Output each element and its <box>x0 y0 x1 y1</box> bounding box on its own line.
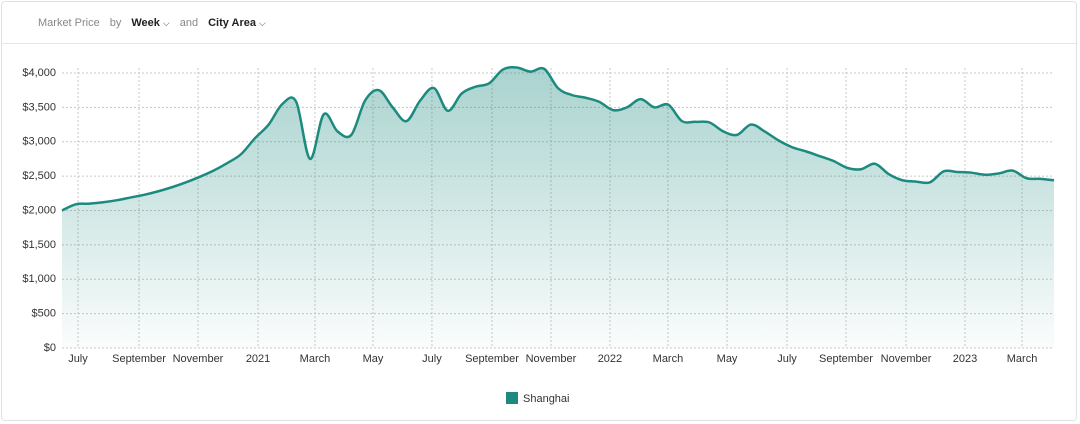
label: Market Price <box>38 16 100 29</box>
y-tick-label: $1,500 <box>22 239 56 251</box>
x-tick-label: September <box>465 353 519 365</box>
x-tick-label: July <box>422 353 442 365</box>
x-tick-label: March <box>653 353 684 365</box>
x-tick-label: March <box>300 353 331 365</box>
y-tick-label: $3,000 <box>22 136 56 148</box>
x-tick-label: 2023 <box>953 353 977 365</box>
y-tick-label: $2,500 <box>22 170 56 182</box>
x-tick-label: July <box>777 353 797 365</box>
x-tick-label: 2021 <box>246 353 270 365</box>
and: and <box>179 16 199 29</box>
x-tick-label: 2022 <box>598 353 622 365</box>
x-tick-label: March <box>1007 353 1038 365</box>
period-select[interactable]: Week ⌵ <box>131 16 170 29</box>
area-select[interactable]: City Area ⌵ <box>208 16 266 29</box>
x-tick-label: May <box>717 353 738 365</box>
legend-label: Shanghai <box>523 393 570 405</box>
x-tick-label: May <box>363 353 384 365</box>
y-tick-label: $500 <box>32 308 56 320</box>
y-tick-label: $2,000 <box>22 204 56 216</box>
y-tick-label: $4,000 <box>22 67 56 79</box>
x-tick-label: September <box>112 353 166 365</box>
header: Market Price by Week ⌵ and City Area ⌵ <box>2 2 1076 44</box>
by: by <box>109 16 122 29</box>
x-tick-label: November <box>881 353 932 365</box>
legend-swatch <box>506 392 518 404</box>
y-tick-label: $0 <box>44 342 56 354</box>
x-tick-label: September <box>819 353 873 365</box>
x-tick-label: July <box>68 353 88 365</box>
y-tick-label: $1,000 <box>22 273 56 285</box>
x-tick-label: November <box>173 353 224 365</box>
line <box>61 66 1055 212</box>
x-tick-label: November <box>526 353 577 365</box>
y-tick-label: $3,500 <box>22 101 56 113</box>
area <box>62 67 1054 348</box>
